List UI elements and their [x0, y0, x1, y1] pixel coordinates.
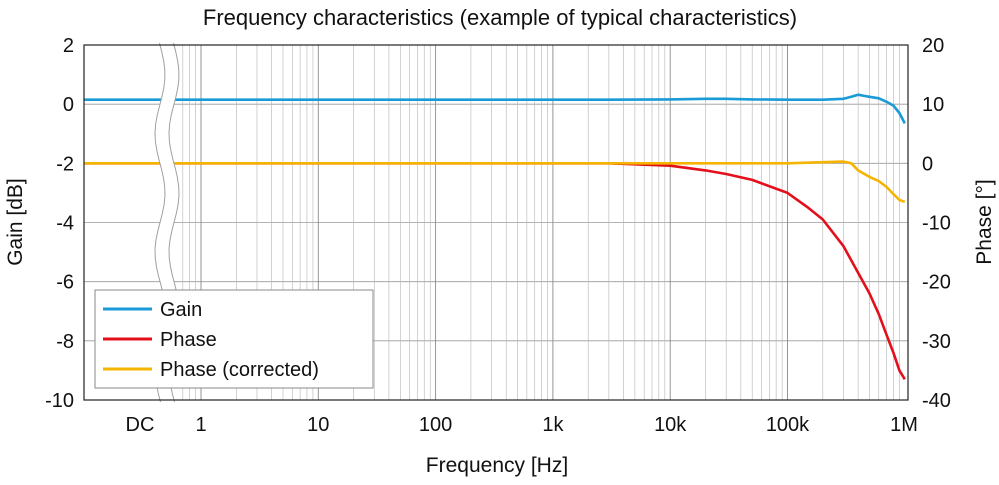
y-tick-label-left: -4: [56, 213, 74, 235]
x-tick-label: 10k: [654, 414, 687, 436]
x-tick-label: 100k: [766, 414, 810, 436]
legend: Gain Phase Phase (corrected): [94, 289, 374, 389]
legend-label: Phase (corrected): [160, 359, 319, 381]
y-tick-label-right: 10: [922, 94, 944, 116]
x-tick-label: 10: [307, 414, 329, 436]
plot-frame: [83, 44, 909, 401]
x-tick-label: 1k: [542, 414, 564, 436]
y-tick-labels-left: 2 0 -2 -4 -6 -8 -10: [45, 35, 74, 412]
y-axis-label-right: Phase [°]: [973, 179, 996, 264]
y-tick-label-right: -10: [922, 213, 951, 235]
y-tick-labels-right: 20 10 0 -10 -20 -30 -40: [922, 35, 951, 412]
y-tick-label-right: -40: [922, 390, 951, 412]
y-tick-label-right: -20: [922, 272, 951, 294]
x-tick-label: DC: [126, 414, 155, 436]
x-tick-label: 100: [419, 414, 452, 436]
y-tick-label-left: -8: [56, 331, 74, 353]
y-tick-label-right: -30: [922, 331, 951, 353]
y-tick-label-left: -6: [56, 272, 74, 294]
y-tick-label-left: -2: [56, 153, 74, 175]
series-line-phase-corrected: [84, 160, 906, 204]
legend-label: Gain: [160, 299, 202, 321]
x-tick-labels: DC 1 10 100 1k 10k 100k 1M: [126, 414, 918, 436]
series-line-gain: [84, 93, 906, 124]
x-tick-label: 1M: [890, 414, 918, 436]
x-tick-label: 1: [195, 414, 206, 436]
y-tick-label-left: -10: [45, 390, 74, 412]
series-lines: [84, 93, 906, 380]
y-tick-label-left: 0: [63, 94, 74, 116]
y-tick-label-left: 2: [63, 35, 74, 57]
x-axis-label: Frequency [Hz]: [426, 454, 568, 477]
chart-title: Frequency characteristics (example of ty…: [203, 5, 797, 30]
y-axis-label-left: Gain [dB]: [4, 178, 27, 266]
y-tick-label-right: 0: [922, 153, 933, 175]
y-tick-label-right: 20: [922, 35, 944, 57]
legend-label: Phase: [160, 329, 217, 351]
